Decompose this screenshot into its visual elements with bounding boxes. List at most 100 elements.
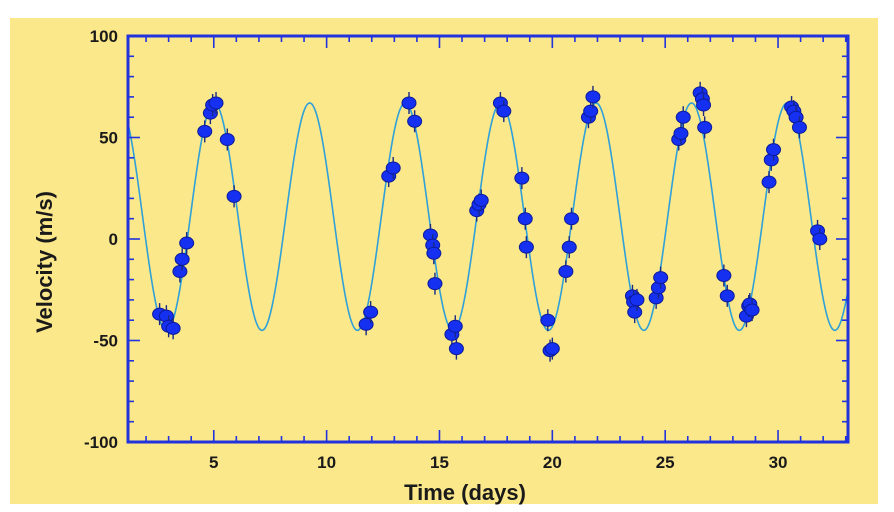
data-point	[761, 171, 777, 194]
plot-background	[10, 18, 878, 504]
x-tick-label: 5	[209, 453, 218, 472]
point-marker	[427, 277, 443, 291]
point-marker	[208, 96, 224, 110]
y-tick-label: -100	[84, 433, 118, 452]
x-tick-label: 10	[317, 453, 336, 472]
data-point	[226, 185, 242, 208]
data-point	[197, 120, 213, 143]
data-point	[517, 207, 533, 230]
point-marker	[564, 212, 580, 226]
point-marker	[627, 305, 643, 319]
x-axis-label: Time (days)	[404, 480, 526, 505]
data-point	[716, 264, 732, 287]
point-marker	[673, 126, 689, 140]
point-marker	[197, 124, 213, 138]
data-point	[540, 309, 556, 332]
point-marker	[426, 246, 442, 260]
point-marker	[407, 114, 423, 128]
point-marker	[447, 319, 463, 333]
data-point	[653, 266, 669, 289]
point-marker	[174, 252, 190, 266]
data-point	[363, 301, 379, 324]
data-point	[514, 167, 530, 190]
data-point	[427, 272, 443, 295]
data-point	[518, 236, 534, 259]
data-point	[766, 138, 782, 161]
point-marker	[561, 240, 577, 254]
data-point	[165, 317, 181, 340]
data-point	[744, 299, 760, 322]
point-marker	[653, 271, 669, 285]
data-point	[407, 110, 423, 133]
data-point	[496, 100, 512, 123]
axis-ticks-layer	[128, 35, 848, 443]
point-marker	[172, 264, 188, 278]
data-point	[585, 85, 601, 108]
point-marker	[401, 96, 417, 110]
point-marker	[363, 305, 379, 319]
data-point	[448, 337, 464, 360]
data-point	[544, 337, 560, 360]
point-marker	[518, 240, 534, 254]
point-marker	[697, 120, 713, 134]
y-tick-label: 50	[99, 129, 118, 148]
data-point	[447, 315, 463, 338]
point-marker	[473, 193, 489, 207]
data-point	[719, 284, 735, 307]
data-point	[629, 288, 645, 311]
data-point	[558, 260, 574, 283]
data-point	[675, 106, 691, 129]
y-tick-label: -50	[93, 332, 118, 351]
data-point	[473, 189, 489, 212]
point-marker	[448, 342, 464, 356]
data-point	[174, 248, 190, 271]
point-marker	[544, 342, 560, 356]
point-marker	[514, 171, 530, 185]
data-point	[219, 128, 235, 151]
point-marker	[585, 90, 601, 104]
data-points-layer	[152, 81, 828, 362]
x-tick-label: 30	[769, 453, 788, 472]
point-marker	[719, 289, 735, 303]
data-point	[179, 232, 195, 255]
point-marker	[219, 133, 235, 147]
point-marker	[517, 212, 533, 226]
point-marker	[696, 98, 712, 112]
point-marker	[675, 110, 691, 124]
point-marker	[385, 161, 401, 175]
point-marker	[558, 264, 574, 278]
point-marker	[761, 175, 777, 189]
point-marker	[791, 120, 807, 134]
data-point	[385, 156, 401, 179]
point-marker	[540, 313, 556, 327]
data-point	[673, 122, 689, 145]
y-tick-label: 100	[90, 27, 118, 46]
data-point	[564, 207, 580, 230]
point-marker	[179, 236, 195, 250]
point-marker	[358, 317, 374, 331]
tick-labels-layer: 5 10 15 20 25 30 100 50 0 -50 -100	[84, 27, 788, 472]
point-marker	[812, 232, 828, 246]
data-point	[208, 91, 224, 114]
data-point	[696, 94, 712, 117]
point-marker	[583, 104, 599, 118]
point-marker	[165, 321, 181, 335]
y-axis-label: Velocity (m/s)	[32, 191, 57, 333]
point-marker	[496, 104, 512, 118]
y-tick-label: 0	[109, 230, 118, 249]
x-tick-label: 15	[430, 453, 449, 472]
point-marker	[716, 269, 732, 283]
point-marker	[226, 189, 242, 203]
point-marker	[744, 303, 760, 317]
data-point	[583, 100, 599, 123]
data-point	[401, 91, 417, 114]
point-marker	[629, 293, 645, 307]
data-point	[791, 116, 807, 139]
point-marker	[766, 143, 782, 157]
data-point	[812, 228, 828, 250]
data-point	[561, 236, 577, 259]
data-point	[697, 116, 713, 139]
data-point	[426, 242, 442, 265]
